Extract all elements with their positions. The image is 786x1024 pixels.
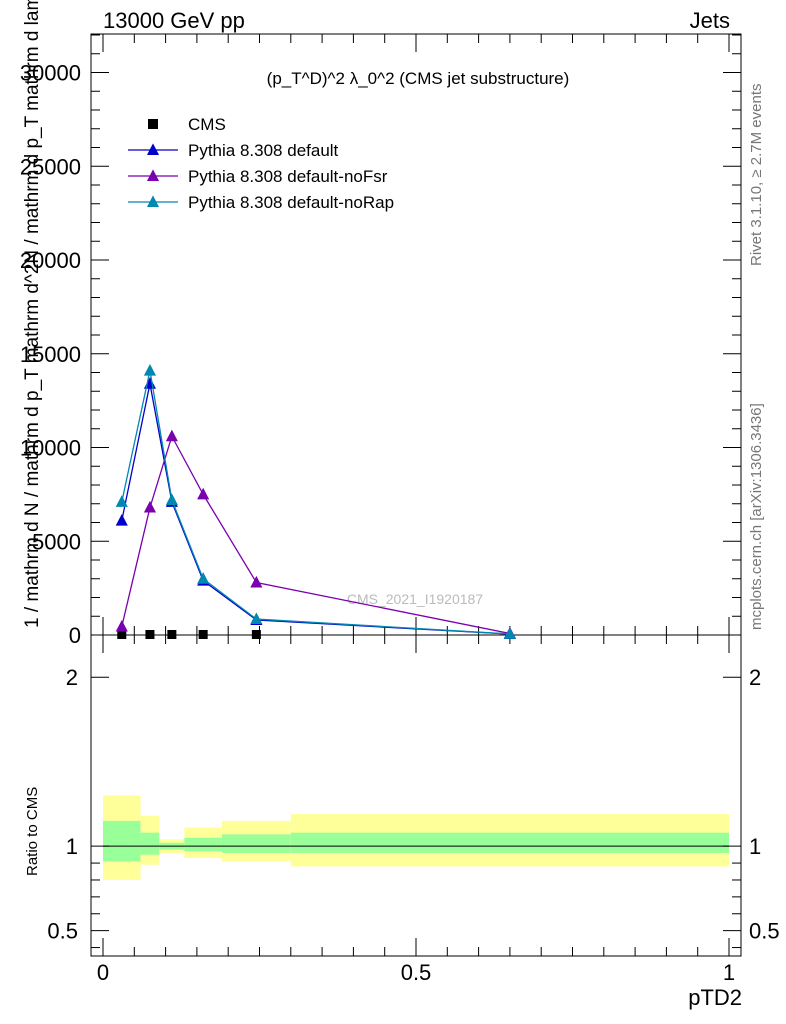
series-3-point-0 [115,495,128,507]
x-tick-label-2: 1 [723,960,735,985]
main-y-tick-label-3: 15000 [20,342,81,367]
legend-marker-0 [148,119,158,129]
series-line-1 [121,383,510,635]
ratio-inner-band-0 [103,820,141,862]
ratio-inner-band-4 [221,834,291,853]
series-2-point-4 [250,575,263,588]
legend-label-1: Pythia 8.308 default [188,141,339,160]
legend-label-0: CMS [188,115,226,134]
series-0-point-2 [167,630,177,639]
main-y-tick-label-2: 10000 [20,436,81,461]
ratio-y-tick-label-right-0: 0.5 [749,919,780,944]
legend-label-3: Pythia 8.308 default-noRap [188,193,394,212]
series-3-point-2 [165,493,178,505]
series-0-point-0 [117,630,127,639]
legend-marker-3 [146,195,160,207]
series-2-point-0 [115,619,128,632]
main-y-tick-label-1: 5000 [32,529,81,554]
ratio-inner-band-1 [140,832,160,855]
ratio-inner-band-5 [290,832,729,853]
ratio-y-tick-label-left-2: 2 [66,665,78,690]
series-3-point-4 [250,612,263,625]
ratio-y-tick-label-right-1: 1 [749,834,761,859]
series-1-point-1 [143,377,156,389]
series-0-point-4 [251,630,261,639]
series-3-point-1 [143,364,156,376]
main-y-tick-label-4: 20000 [20,248,81,273]
series-2-point-3 [197,487,210,500]
series-2-point-2 [165,429,178,442]
series-3-point-5 [503,627,516,639]
main-y-tick-label-6: 30000 [20,61,81,86]
x-axis-label: pTD2 [688,985,742,1010]
legend-marker-2 [146,169,160,181]
ratio-plot-frame [90,634,742,957]
series-1-point-0 [115,514,128,526]
watermark-label: CMS_2021_I1920187 [347,591,483,607]
series-3-point-3 [197,572,210,584]
ratio-y-tick-label-left-0: 0.5 [47,919,78,944]
legend-label-2: Pythia 8.308 default-noFsr [188,167,388,186]
series-0-point-1 [145,630,155,639]
main-y-tick-label-0: 0 [69,623,81,648]
x-tick-label-1: 0.5 [401,960,432,985]
legend-marker-1 [146,143,160,155]
main-y-tick-label-5: 25000 [20,154,81,179]
ratio-inner-band-3 [184,837,222,852]
x-tick-label-0: 0 [97,960,109,985]
series-0-point-3 [198,630,208,639]
chart-title: (p_T^D)^2 λ_0^2 (CMS jet substructure) [267,69,570,88]
process-label: Jets [689,8,730,33]
series-line-3 [121,370,510,635]
ratio-y-tick-label-left-1: 1 [66,834,78,859]
series-2-point-1 [143,500,156,513]
series-line-2 [121,434,511,635]
energy-label: 13000 GeV pp [103,8,245,33]
ratio-y-tick-label-right-2: 2 [749,665,761,690]
